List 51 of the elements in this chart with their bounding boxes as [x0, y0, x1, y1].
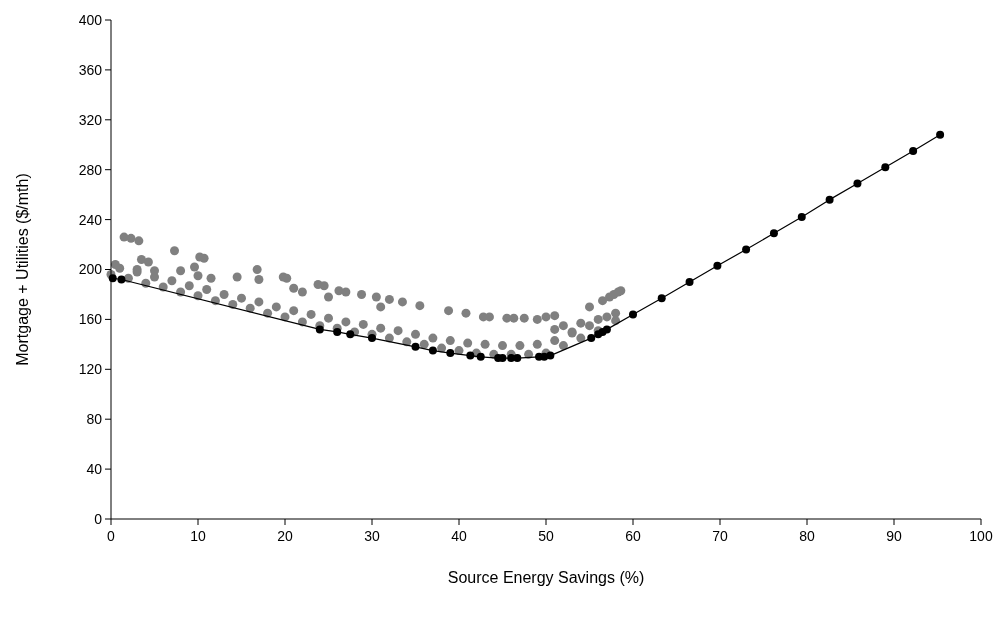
y-tick-label: 160 — [78, 311, 103, 328]
x-tick-label: 60 — [625, 528, 641, 544]
point — [466, 351, 475, 360]
point — [629, 310, 637, 319]
y-tick-label: 80 — [86, 411, 103, 428]
y-tick-label: 360 — [78, 61, 103, 78]
x-tick-label: 10 — [190, 528, 206, 544]
x-tick-label: 40 — [451, 528, 467, 544]
x-tick-label: 50 — [538, 528, 554, 544]
x-axis-title: Source Energy Savings (%) — [447, 569, 645, 586]
point — [657, 294, 666, 303]
point — [797, 213, 806, 222]
x-tick-label: 70 — [712, 528, 728, 544]
point — [507, 354, 516, 363]
point — [853, 179, 862, 188]
point — [368, 334, 376, 343]
point — [936, 130, 945, 139]
point — [446, 349, 455, 358]
y-tick-label: 0 — [94, 510, 103, 527]
point — [713, 261, 722, 270]
point — [346, 330, 355, 339]
y-tick-label: 400 — [78, 11, 103, 28]
y-tick-label: 200 — [78, 261, 103, 278]
x-tick-label: 0 — [107, 528, 116, 544]
point — [411, 342, 420, 351]
point — [909, 146, 918, 155]
y-axis-title: Mortgage + Utilities ($/mth) — [14, 173, 31, 366]
point — [769, 229, 778, 238]
y-tick-label: 240 — [78, 211, 103, 228]
x-tick-label: 100 — [969, 528, 993, 544]
point — [602, 325, 611, 334]
y-tick-label: 120 — [78, 361, 103, 378]
point — [428, 346, 437, 355]
point — [881, 163, 890, 172]
point — [476, 352, 485, 361]
point — [333, 327, 342, 336]
point — [587, 334, 596, 343]
point — [825, 195, 834, 204]
point — [513, 354, 522, 363]
point — [685, 277, 694, 286]
y-tick-label: 40 — [86, 461, 103, 477]
y-tick-label: 320 — [78, 111, 103, 128]
point — [546, 351, 555, 360]
x-tick-label: 30 — [364, 528, 380, 544]
point — [742, 245, 751, 254]
x-tick-label: 90 — [886, 528, 902, 544]
x-tick-label: 20 — [277, 528, 293, 544]
x-tick-label: 80 — [799, 528, 815, 544]
point — [315, 325, 324, 334]
point — [117, 275, 126, 284]
y-tick-label: 280 — [78, 161, 103, 178]
